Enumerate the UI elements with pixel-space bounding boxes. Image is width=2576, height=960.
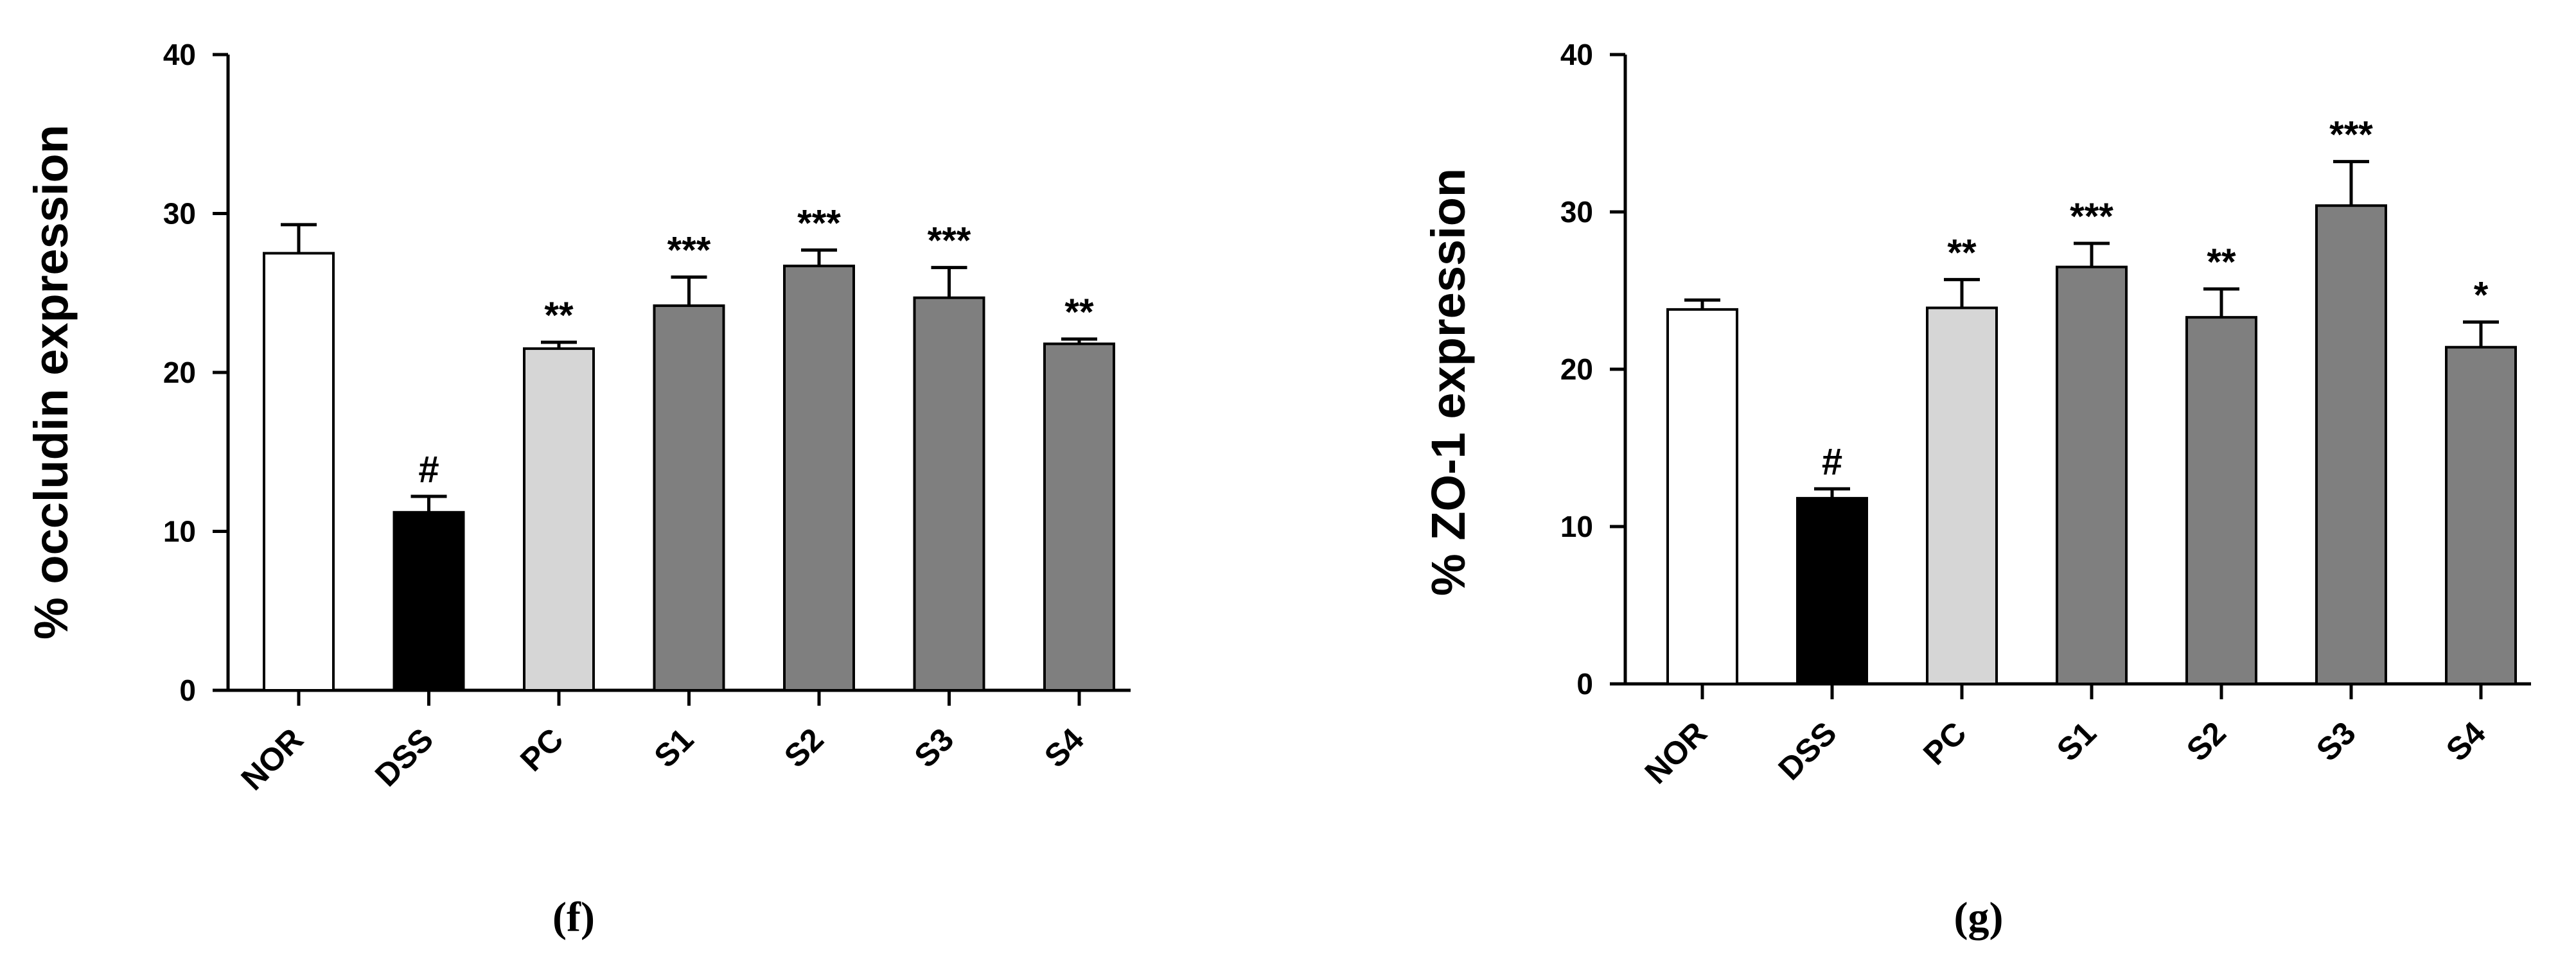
y-tick-label: 10: [163, 515, 196, 548]
significance-mark: ***: [928, 220, 971, 262]
y-tick-label: 40: [163, 38, 196, 71]
significance-mark: ***: [2329, 114, 2373, 156]
bar-s2: [783, 265, 855, 692]
occludin-chart: % occludin expression (f) 0 10 20 30 40 NOR DS…: [24, 38, 1131, 941]
y-tick-label: 0: [1576, 667, 1593, 701]
significance-mark: #: [1822, 441, 1842, 483]
significance-mark: #: [418, 449, 439, 491]
bar-s3: [2315, 204, 2387, 685]
x-tick-label: S1: [2050, 715, 2103, 768]
bar-s2: [2185, 316, 2257, 685]
significance-mark: ***: [797, 202, 841, 244]
bar-s4: [2445, 345, 2517, 685]
y-tick-label: 30: [163, 197, 196, 231]
significance-mark: *: [2474, 275, 2489, 317]
x-tick-label: PC: [1916, 715, 1973, 772]
y-tick-label: 40: [1560, 38, 1593, 71]
bar-dss: [393, 511, 465, 692]
significance-mark: **: [1947, 232, 1977, 274]
x-tick-label: NOR: [234, 721, 310, 797]
y-tick-label: 20: [1560, 353, 1593, 386]
significance-mark: ***: [667, 230, 711, 272]
y-tick-label: 0: [179, 674, 196, 707]
y-axis-label: % ZO-1 expression: [1422, 168, 1475, 596]
zo1-chart: % ZO-1 expression (g) 0 10 20 30 40 NOR DSS # PC…: [1422, 38, 2531, 941]
x-tick-label: S4: [2439, 715, 2492, 768]
x-tick-label: NOR: [1638, 715, 1714, 790]
y-tick-label: 20: [163, 356, 196, 389]
bar-s1: [2056, 265, 2128, 685]
significance-mark: **: [2207, 241, 2236, 283]
x-tick-label: DSS: [368, 721, 440, 793]
x-tick-label: DSS: [1771, 715, 1843, 787]
bar-dss: [1796, 496, 1868, 686]
bar-pc: [1926, 306, 1998, 685]
bar-s4: [1043, 342, 1115, 692]
y-axis-label: % occludin expression: [24, 125, 78, 640]
bar-nor: [1666, 308, 1738, 685]
significance-mark: **: [544, 295, 574, 336]
panel-label: (f): [552, 894, 595, 941]
significance-mark: ***: [2070, 196, 2113, 238]
bar-s1: [653, 304, 725, 692]
x-tick-label: S4: [1037, 721, 1091, 774]
bar-s3: [913, 296, 985, 692]
y-tick-label: 10: [1560, 510, 1593, 543]
x-tick-label: S3: [2309, 715, 2363, 768]
x-tick-label: S2: [777, 721, 831, 774]
significance-mark: **: [1064, 292, 1094, 333]
x-tick-label: S1: [647, 721, 700, 774]
x-tick-label: PC: [513, 721, 570, 778]
y-tick-label: 30: [1560, 195, 1593, 229]
x-tick-label: S2: [2180, 715, 2233, 768]
bar-nor: [263, 252, 335, 692]
bar-pc: [523, 347, 595, 692]
x-tick-label: S3: [907, 721, 960, 774]
panel-label: (g): [1954, 894, 2004, 941]
